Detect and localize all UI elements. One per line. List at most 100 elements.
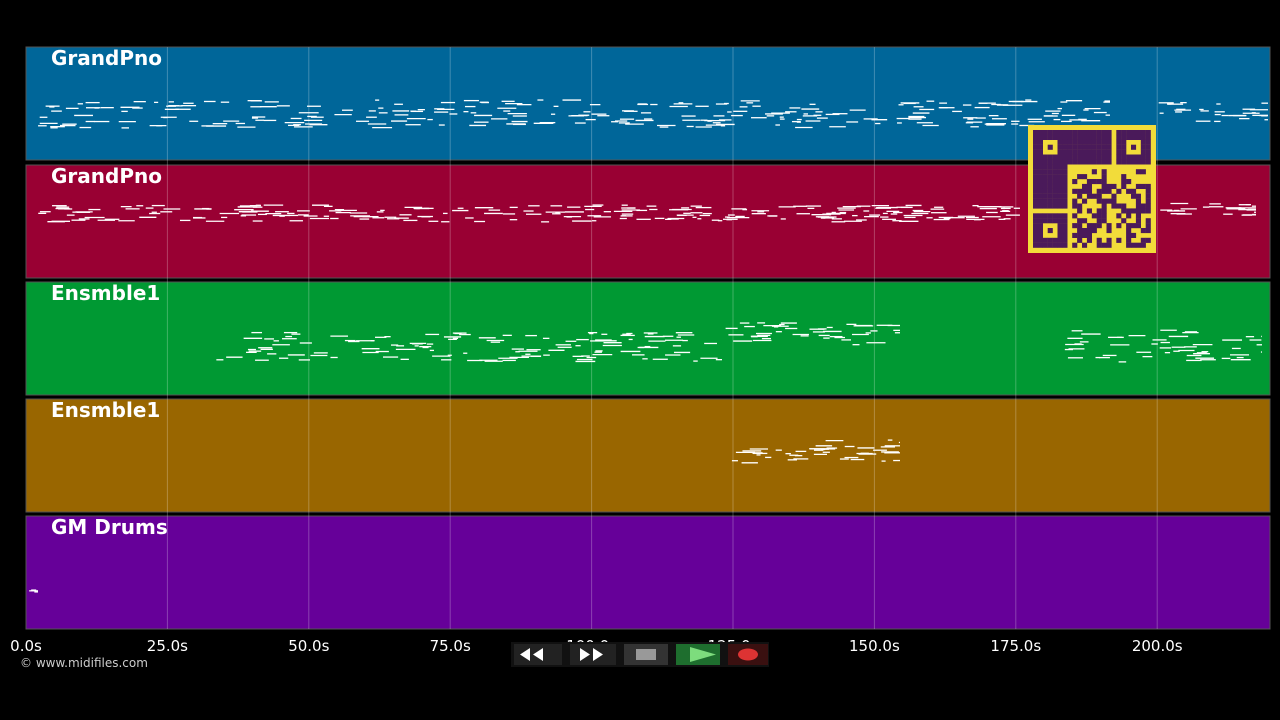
qr-cell [1096, 223, 1102, 229]
qr-cell [1082, 154, 1088, 160]
qr-cell [1101, 242, 1107, 248]
qr-cell [1091, 159, 1097, 165]
qr-cell [1082, 188, 1088, 194]
qr-cell [1052, 134, 1058, 140]
qr-cell [1047, 203, 1053, 209]
qr-cell [1116, 237, 1122, 243]
qr-cell [1072, 198, 1078, 204]
play-button[interactable] [676, 644, 720, 665]
qr-cell [1116, 213, 1122, 219]
qr-cell [1116, 149, 1122, 155]
qr-cell [1037, 159, 1043, 165]
qr-cell [1140, 208, 1146, 214]
qr-cell [1131, 134, 1137, 140]
qr-cell [1057, 228, 1063, 234]
qr-cell [1047, 130, 1053, 136]
qr-cell [1140, 237, 1146, 243]
qr-cell [1106, 134, 1112, 140]
qr-cell [1037, 218, 1043, 224]
qr-cell [1033, 169, 1039, 175]
qr-cell [1052, 188, 1058, 194]
qr-cell [1145, 159, 1151, 165]
qr-cell [1082, 144, 1088, 150]
qr-cell [1121, 144, 1127, 150]
qr-cell [1086, 232, 1092, 238]
qr-cell [1145, 237, 1151, 243]
qr-cell [1145, 139, 1151, 145]
qr-cell [1052, 203, 1058, 209]
qr-cell [1101, 154, 1107, 160]
qr-cell [1077, 237, 1083, 243]
qr-cell [1037, 193, 1043, 199]
qr-cell [1145, 149, 1151, 155]
qr-cell [1145, 154, 1151, 160]
qr-cell [1140, 144, 1146, 150]
qr-cell [1077, 134, 1083, 140]
qr-cell [1086, 154, 1092, 160]
qr-cell [1037, 154, 1043, 160]
qr-cell [1082, 218, 1088, 224]
qr-cell [1072, 203, 1078, 209]
qr-cell [1140, 149, 1146, 155]
qr-cell [1091, 228, 1097, 234]
record-button[interactable] [728, 644, 768, 665]
qr-cell [1062, 223, 1068, 229]
qr-cell [1135, 203, 1141, 209]
stop-button[interactable] [624, 644, 668, 665]
qr-cell [1091, 149, 1097, 155]
qr-cell [1047, 228, 1053, 234]
qr-cell [1057, 183, 1063, 189]
qr-cell [1116, 139, 1122, 145]
qr-cell [1121, 134, 1127, 140]
qr-cell [1042, 198, 1048, 204]
qr-cell [1101, 198, 1107, 204]
qr-cell [1091, 169, 1097, 175]
qr-cell [1042, 242, 1048, 248]
qr-cell [1116, 144, 1122, 150]
qr-cell [1042, 164, 1048, 170]
qr-cell [1126, 213, 1132, 219]
qr-cell [1091, 130, 1097, 136]
qr-cell [1126, 188, 1132, 194]
qr-cell [1077, 228, 1083, 234]
qr-cell [1037, 213, 1043, 219]
track-lane [25, 398, 1271, 513]
rewind-button[interactable] [514, 644, 562, 665]
tick-label: 50.0s [288, 637, 329, 655]
qr-cell [1091, 223, 1097, 229]
qr-cell [1047, 198, 1053, 204]
qr-cell [1067, 134, 1073, 140]
qr-cell [1131, 159, 1137, 165]
qr-cell [1062, 154, 1068, 160]
qr-cell [1111, 183, 1117, 189]
forward-button[interactable] [570, 644, 616, 665]
qr-cell [1042, 237, 1048, 243]
qr-code [1028, 125, 1156, 253]
qr-cell [1131, 242, 1137, 248]
qr-cell [1145, 228, 1151, 234]
qr-cell [1145, 208, 1151, 214]
qr-cell [1101, 174, 1107, 180]
qr-cell [1047, 218, 1053, 224]
qr-cell [1101, 149, 1107, 155]
qr-cell [1126, 134, 1132, 140]
qr-cell [1121, 179, 1127, 185]
qr-cell [1052, 198, 1058, 204]
qr-cell [1131, 144, 1137, 150]
qr-cell [1101, 169, 1107, 175]
qr-cell [1033, 144, 1039, 150]
qr-cell [1062, 188, 1068, 194]
forward-icon [580, 648, 603, 661]
qr-cell [1033, 203, 1039, 209]
qr-cell [1047, 144, 1053, 150]
qr-cell [1106, 223, 1112, 229]
qr-cell [1042, 203, 1048, 209]
qr-cell [1067, 130, 1073, 136]
qr-cell [1082, 242, 1088, 248]
qr-cell [1096, 154, 1102, 160]
qr-cell [1082, 139, 1088, 145]
qr-cell [1126, 154, 1132, 160]
qr-cell [1062, 174, 1068, 180]
track-lane [25, 281, 1271, 396]
